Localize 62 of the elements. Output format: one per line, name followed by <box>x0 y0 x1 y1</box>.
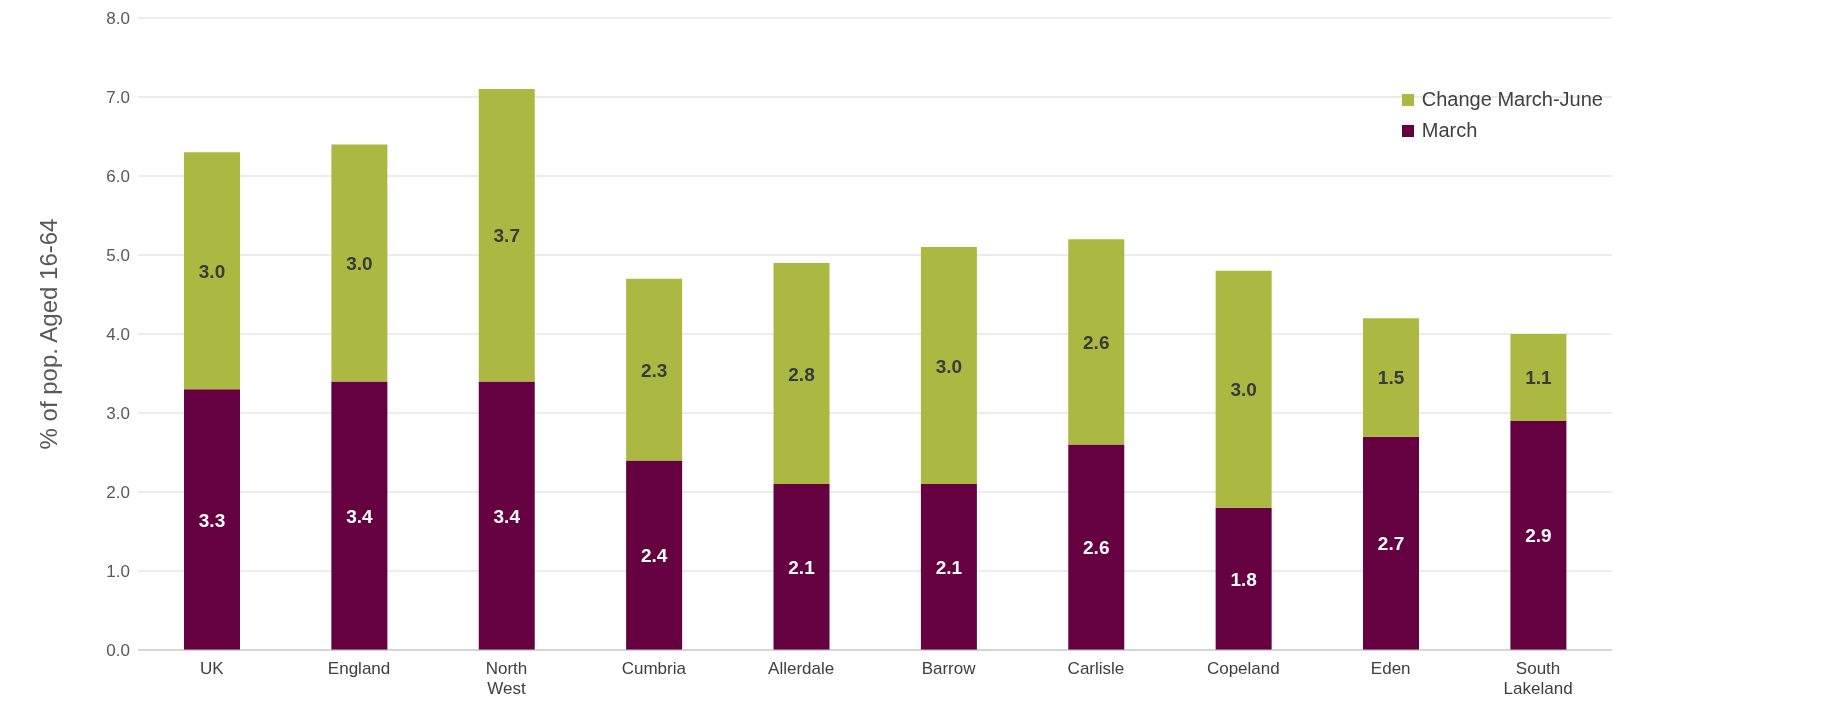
data-label: 2.9 <box>1525 525 1552 547</box>
y-axis-title: % of pop. Aged 16-64 <box>34 218 62 450</box>
x-tick-label: England <box>327 659 391 678</box>
data-label: 3.3 <box>198 509 226 531</box>
data-label: 2.7 <box>1377 533 1405 555</box>
data-label: 2.8 <box>788 363 815 385</box>
bar <box>626 460 683 650</box>
x-tick-label: North West <box>485 659 528 698</box>
bar <box>773 484 830 650</box>
data-label: 2.3 <box>640 359 668 381</box>
data-label: 3.4 <box>346 505 374 527</box>
x-tick-label: Barrow <box>921 659 977 678</box>
bar <box>331 381 388 650</box>
y-tick-label: 6.0 <box>106 167 130 187</box>
bar <box>184 152 240 390</box>
bar <box>1215 270 1272 508</box>
x-tick-label: Eden <box>1370 659 1411 678</box>
bar <box>1068 239 1125 445</box>
y-tick-label: 3.0 <box>106 404 130 424</box>
x-tick-label: Allerdale <box>768 659 835 678</box>
x-tick-label: Carlisle <box>1067 659 1125 678</box>
data-label: 1.8 <box>1230 568 1257 590</box>
bar <box>1215 507 1272 650</box>
data-label: 2.6 <box>1083 331 1110 353</box>
x-tick-label: Cumbria <box>621 659 687 678</box>
bar <box>773 262 830 485</box>
y-tick-label: 4.0 <box>106 325 130 345</box>
bar <box>626 278 683 461</box>
bar <box>184 389 240 650</box>
data-label: 3.0 <box>935 355 963 377</box>
y-tick-label: 0.0 <box>106 641 130 661</box>
data-label: 3.0 <box>346 252 373 274</box>
bar <box>478 381 535 650</box>
bar <box>1510 334 1567 421</box>
data-label: 3.4 <box>493 505 521 527</box>
data-label: 1.5 <box>1377 367 1405 389</box>
data-label: 3.0 <box>1230 379 1257 401</box>
data-label: 2.4 <box>640 545 668 567</box>
data-label: 2.1 <box>935 557 963 579</box>
legend-label: Change March-June <box>1421 88 1603 111</box>
data-label: 3.7 <box>493 225 520 247</box>
bar <box>920 484 977 650</box>
bar <box>1363 318 1420 437</box>
data-label: 2.1 <box>788 557 816 579</box>
bar <box>478 89 535 382</box>
y-tick-label: 5.0 <box>106 246 130 266</box>
bar <box>331 144 388 382</box>
y-tick-label: 1.0 <box>106 562 130 582</box>
y-tick-label: 8.0 <box>106 9 130 29</box>
bar <box>1510 420 1567 650</box>
y-tick-label: 2.0 <box>106 483 130 503</box>
data-label: 1.1 <box>1525 367 1553 389</box>
data-label: 2.6 <box>1083 537 1110 559</box>
x-tick-label: Copeland <box>1206 659 1280 678</box>
y-tick-label: 7.0 <box>106 88 130 108</box>
legend-label: March <box>1421 119 1478 142</box>
x-tick-label: UK <box>199 659 225 678</box>
x-tick-label: South Lakeland <box>1503 659 1573 698</box>
bar <box>1068 444 1125 650</box>
bar <box>1363 436 1420 650</box>
bar <box>920 247 977 485</box>
data-label: 3.0 <box>198 260 226 282</box>
